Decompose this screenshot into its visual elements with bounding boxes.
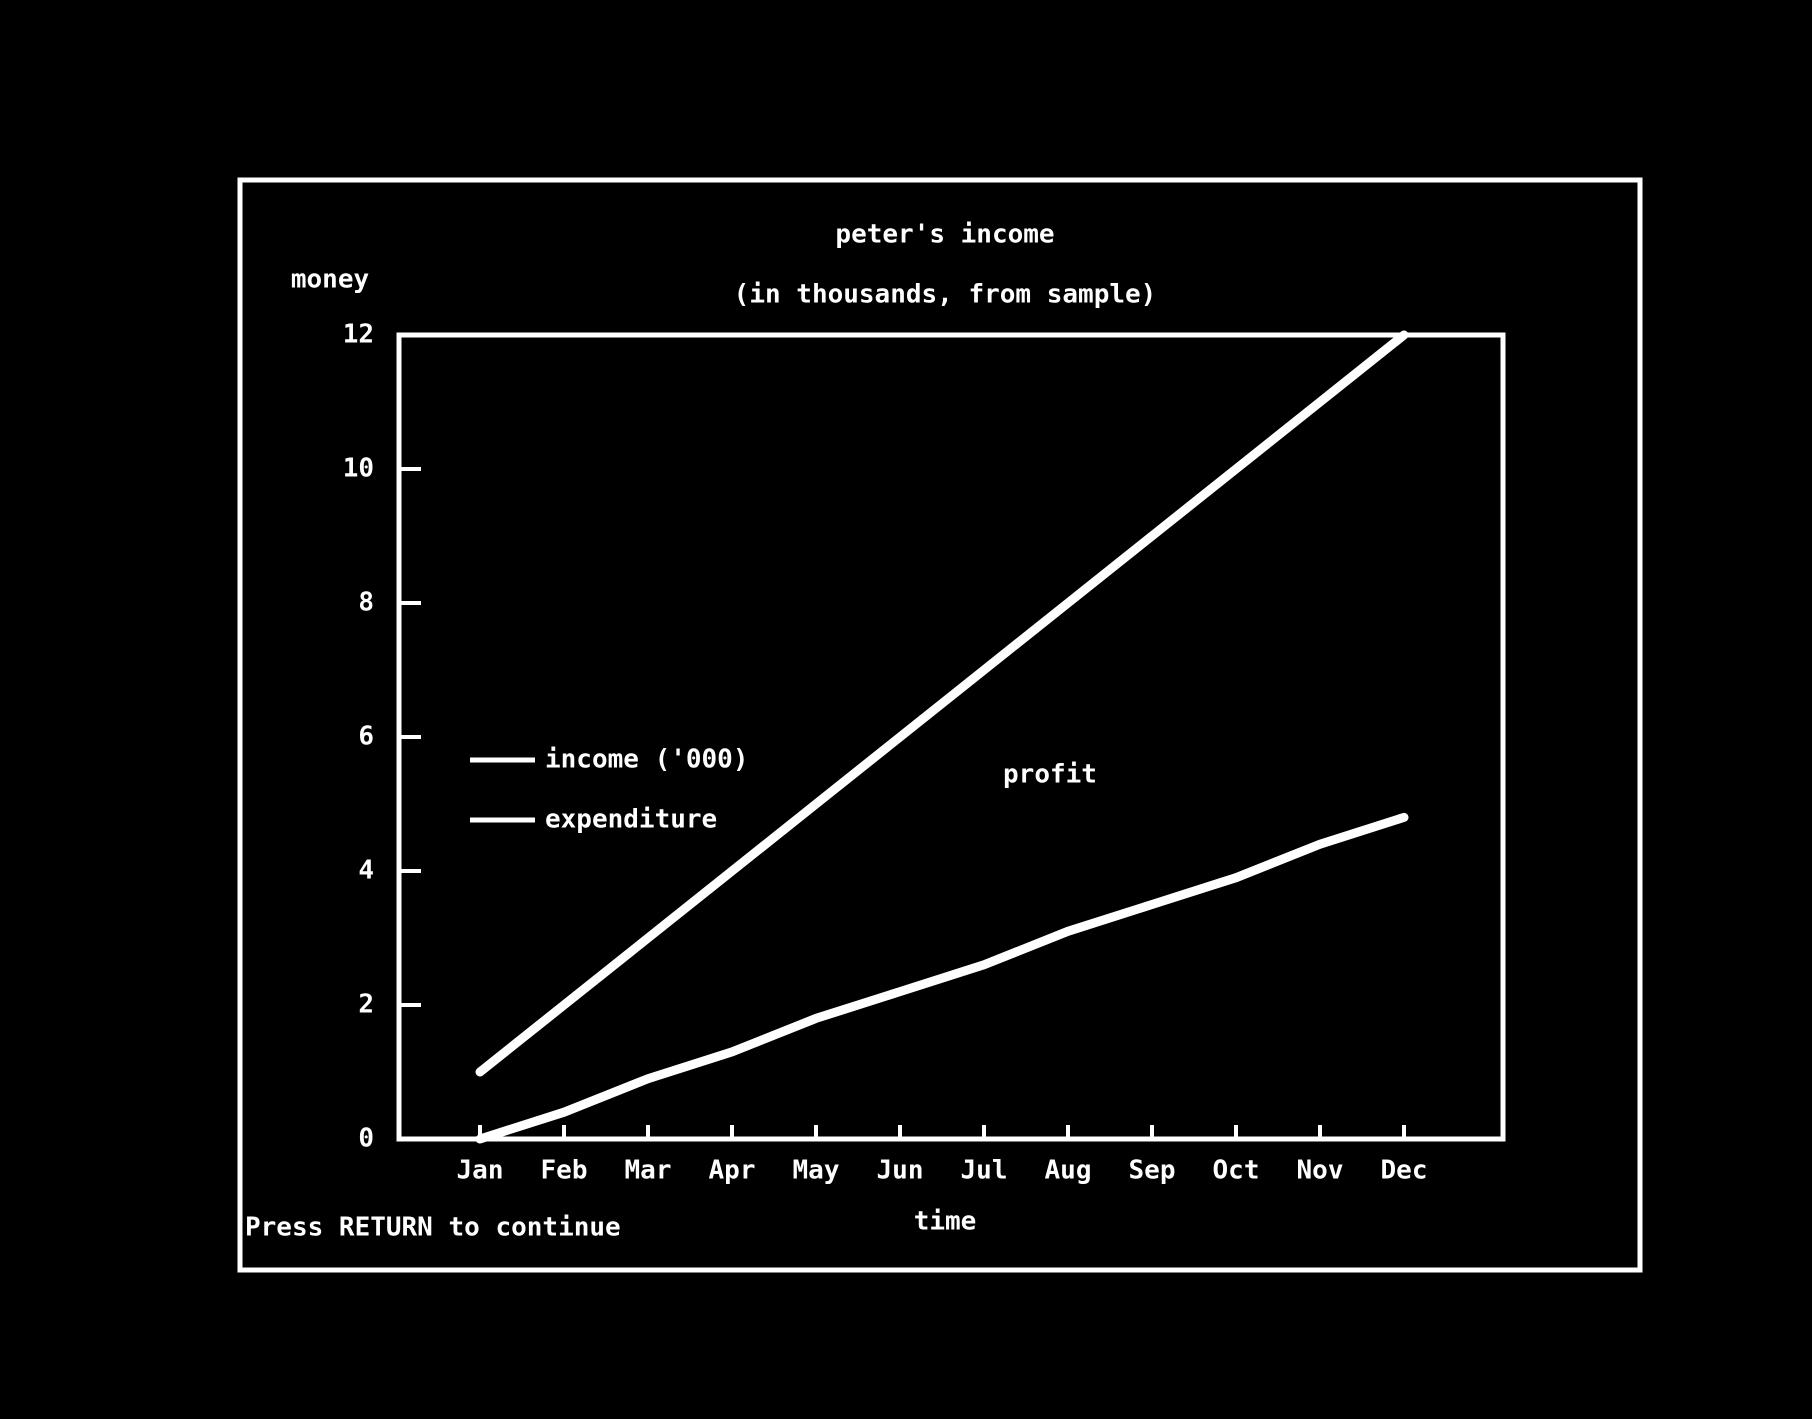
outer-frame (237, 177, 1643, 1273)
y-tick-label: 4 (358, 856, 374, 886)
x-tick-label: Jul (961, 1156, 1008, 1186)
x-tick-label: Nov (1297, 1156, 1344, 1186)
series-line (475, 812, 1409, 1144)
series-line (475, 330, 1409, 1077)
x-tick-label: Oct (1213, 1156, 1260, 1186)
footer-prompt: Press RETURN to continue (245, 1213, 621, 1243)
x-axis-label: time (914, 1207, 977, 1237)
y-axis-label: money (291, 265, 369, 295)
x-tick-label: Mar (625, 1156, 672, 1186)
x-tick-label: Jun (877, 1156, 924, 1186)
y-tick-label: 10 (343, 454, 374, 484)
y-tick-label: 0 (358, 1124, 374, 1154)
chart-subtitle: (in thousands, from sample) (734, 280, 1157, 310)
chart-title: peter's income (835, 220, 1054, 250)
x-tick-label: Dec (1381, 1156, 1428, 1186)
x-tick-label: Sep (1129, 1156, 1176, 1186)
y-tick-label: 2 (358, 990, 374, 1020)
x-tick-label: Jan (457, 1156, 504, 1186)
x-tick-label: Aug (1045, 1156, 1092, 1186)
legend-label: income ('000) (545, 745, 749, 775)
x-tick-label: Apr (709, 1156, 756, 1186)
legend-label: expenditure (545, 805, 717, 835)
x-tick-label: May (793, 1156, 840, 1186)
y-tick-label: 12 (343, 320, 374, 350)
y-tick-label: 8 (358, 588, 374, 618)
x-tick-label: Feb (541, 1156, 588, 1186)
y-tick-label: 6 (358, 722, 374, 752)
annotation: profit (1003, 760, 1097, 790)
